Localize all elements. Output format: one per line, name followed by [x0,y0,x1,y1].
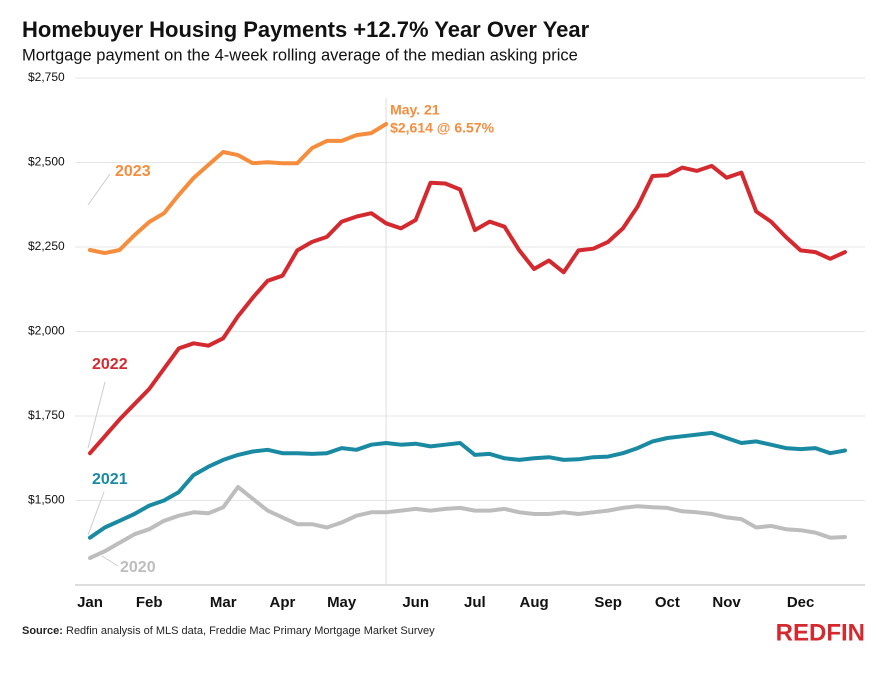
x-tick-label: Jan [77,594,103,611]
x-tick-label: Aug [520,594,549,611]
y-tick-label: $1,500 [28,493,65,507]
label-leader [101,555,119,567]
x-tick-label: Mar [210,594,237,611]
x-tick-label: Feb [136,594,163,611]
x-tick-label: Jun [402,594,429,611]
chart-subtitle: Mortgage payment on the 4-week rolling a… [22,46,578,64]
label-leader [87,381,106,449]
series-line [88,163,847,456]
logo: REDFIN [776,619,865,646]
chart-title: Homebuyer Housing Payments +12.7% Year O… [22,17,590,42]
x-tick-label: Nov [712,594,741,611]
x-tick-label: Apr [270,594,296,611]
y-tick-label: $2,250 [28,239,65,253]
series-line [88,430,847,540]
source: Redfin analysis of MLS data, Freddie Mac… [66,625,435,637]
y-tick-label: $1,750 [28,408,65,422]
y-tick-label: $2,500 [28,155,65,169]
label-leader [87,491,105,536]
x-tick-label: May [327,594,357,611]
y-tick-label: $2,750 [28,70,65,84]
series-label: 2020 [120,559,156,576]
series-label: 2021 [92,471,128,488]
series-line [88,122,389,256]
source-label: Source: [22,625,63,637]
x-tick-label: Dec [787,594,815,611]
y-tick-label: $2,000 [28,324,65,338]
annotation-date: May. 21 [390,102,440,118]
annotation-text: $2,614 @ 6.57% [390,120,494,136]
label-leader [87,173,111,206]
series-line [88,485,847,560]
series-label: 2023 [115,163,151,180]
x-tick-label: Sep [594,594,622,611]
x-tick-label: Jul [464,594,486,611]
series-label: 2022 [92,356,128,373]
x-tick-label: Oct [655,594,680,611]
